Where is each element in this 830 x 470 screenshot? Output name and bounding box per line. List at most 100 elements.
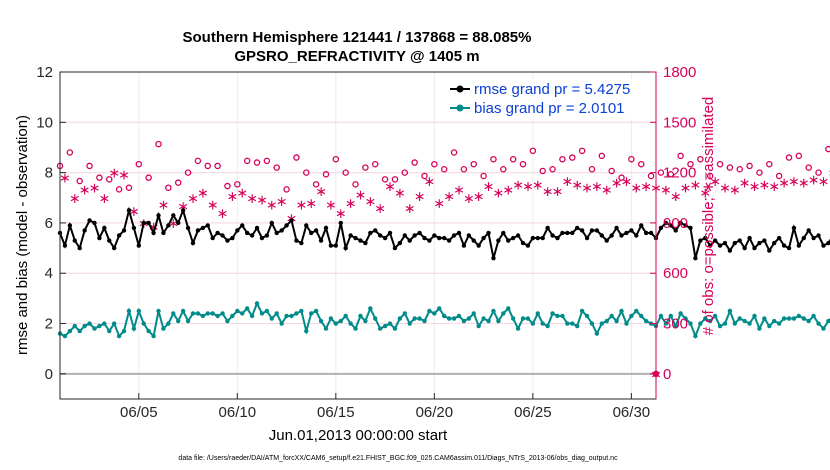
obs-possible-point [509,155,517,163]
obs-assimilated-point: ∗ [345,196,357,212]
rmse-point [476,243,481,248]
rmse-point [397,240,403,246]
rmse-point [722,240,728,246]
rmse-point [639,223,644,228]
bias-point [446,316,452,321]
obs-assimilated-point: ∗ [128,204,140,220]
rmse-point [225,238,230,243]
obs-assimilated-point: ∗ [227,189,239,205]
bias-series [57,300,830,339]
obs-assimilated-point: ∗ [581,181,593,197]
rmse-point [486,230,491,236]
rmse-point [826,240,830,246]
rmse-point [254,225,260,231]
rmse-point [584,235,590,241]
bias-point [254,301,260,306]
bias-point [210,311,215,316]
rmse-point [757,240,762,246]
obs-assimilated-point: ∗ [768,179,780,195]
rmse-point [432,233,437,238]
bias-point [412,316,417,321]
obs-assimilated-point: ∗ [739,176,751,192]
rmse-point [235,228,240,233]
obs-possible-point [371,160,379,168]
obs-assimilated-point: ∗ [591,179,603,195]
bias-point [299,308,304,314]
y2-tick-label: 1800 [663,64,696,81]
rmse-point [373,228,378,233]
rmse-point [821,243,826,248]
bias-point [244,306,250,311]
bias-point [693,333,698,339]
obs-possible-series [56,140,830,193]
rmse-point [299,240,304,246]
obs-possible-point [115,186,123,193]
obs-assimilated-point: ∗ [473,189,485,205]
bias-point [328,316,334,321]
obs-possible-point [726,164,734,171]
obs-possible-point [224,182,231,190]
rmse-point [481,235,486,241]
bias-point [309,311,314,316]
bias-point [619,308,624,314]
rmse-point [496,238,501,243]
obs-possible-point [578,147,586,155]
obs-assimilated-point: ∗ [719,181,731,197]
rmse-point [259,235,265,241]
rmse-point [520,240,526,246]
bias-point [786,316,792,321]
obs-assimilated-point: ∗ [276,194,288,210]
y-tick-label: 6 [45,215,53,232]
bias-point [131,326,137,331]
rmse-point [565,230,570,236]
rmse-point [215,230,220,236]
bias-point [668,313,673,319]
obs-possible-point [736,166,743,173]
obs-possible-point [569,154,576,161]
legend-rmse-label: rmse grand pr = 5.4275 [474,81,630,98]
bias-point [180,308,186,314]
bias-point [481,316,486,321]
rmse-point [678,220,683,226]
rmse-point [707,243,713,248]
bias-point [417,316,422,321]
obs-possible-point [342,169,349,176]
bias-point [387,321,393,326]
bias-point [141,321,146,326]
rmse-point [579,228,585,233]
chart-subtitle: GPSRO_REFRACTIVITY @ 1405 m [234,48,479,65]
bias-point [102,321,107,326]
obs-possible-point [657,169,665,176]
y2-tick-label: 0 [663,366,671,383]
obs-possible-point [184,169,192,176]
bias-point [698,321,703,326]
bias-point [737,316,742,321]
bias-point [466,316,472,321]
obs-possible-point [332,155,340,163]
bias-point [190,311,196,316]
rmse-point [131,225,137,231]
rmse-point [244,230,250,236]
obs-assimilated-point: ∗ [246,191,258,207]
obs-possible-point [204,162,212,170]
bias-point [171,311,176,316]
bias-point [407,321,412,326]
obs-assimilated-point: ∗ [325,197,337,213]
bias-point [451,316,457,321]
obs-assimilated-point: ∗ [424,174,436,190]
rmse-point [387,230,393,236]
rmse-point [471,238,476,243]
bias-point [496,318,501,324]
rmse-point [767,248,772,253]
bias-point [604,318,609,324]
obs-assimilated-point: ∗ [502,182,514,198]
obs-assimilated-point: ∗ [621,174,633,190]
obs-assimilated-point: ∗ [443,189,455,205]
rmse-point [535,235,540,241]
rmse-point [240,223,245,228]
bias-point [230,313,235,319]
rmse-point [599,233,605,238]
bias-point [97,323,102,329]
obs-possible-point [470,160,478,168]
legend-bias-label: bias grand pr = 2.0101 [474,100,625,117]
